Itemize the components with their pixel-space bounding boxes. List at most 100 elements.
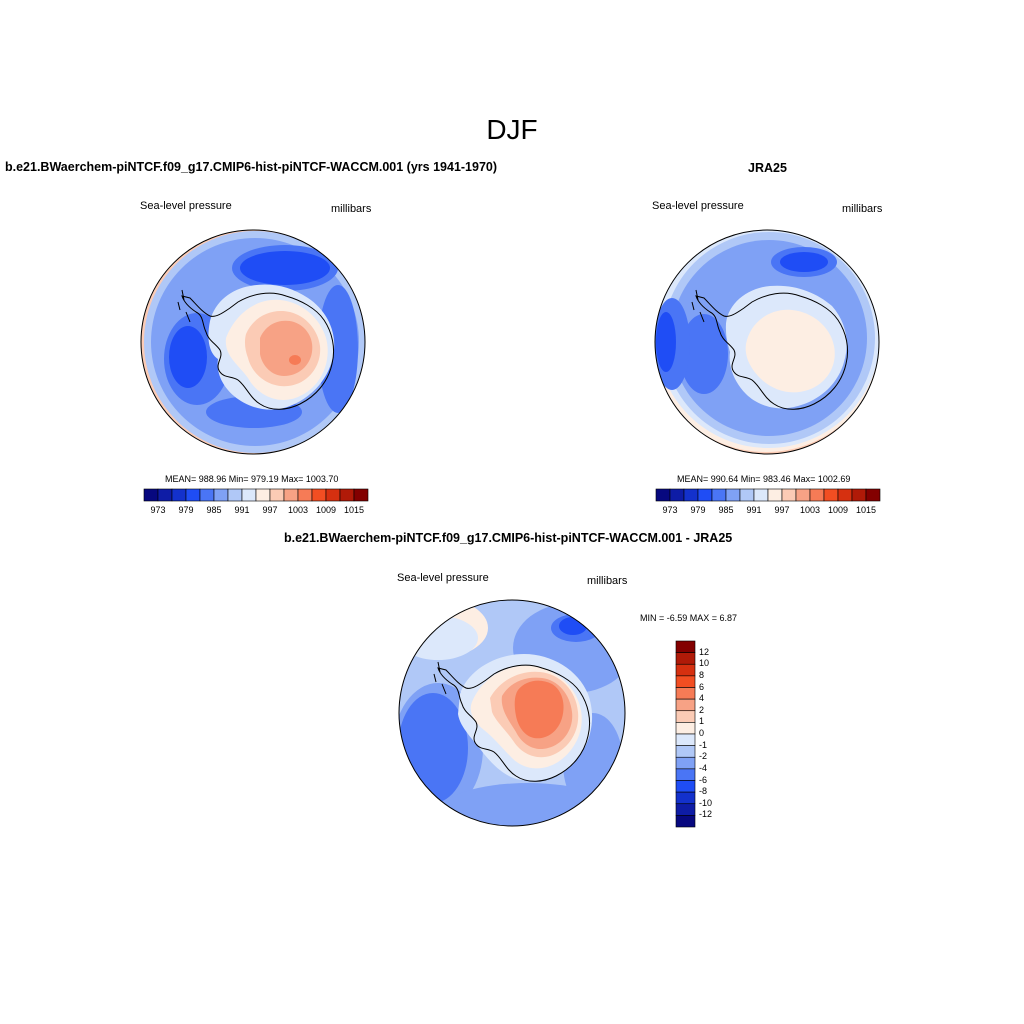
- obs-colorbar-box-8: [767, 488, 783, 502]
- obs-colorbar-tick-label: 991: [746, 505, 762, 515]
- obs-colorbar-tick-label: 997: [774, 505, 790, 515]
- obs-colorbar-box-0: [655, 488, 671, 502]
- diff-colorbar-box-2: [675, 663, 696, 677]
- diff-variable-label: Sea-level pressure: [397, 572, 489, 584]
- obs-colorbar-box-11: [809, 488, 825, 502]
- obs-colorbar-box-15: [865, 488, 881, 502]
- model-colorbar-box-11: [297, 488, 313, 502]
- model-colorbar-box-3: [185, 488, 201, 502]
- diff-colorbar-box-3: [675, 675, 696, 688]
- model-colorbar-box-1: [157, 488, 173, 502]
- obs-colorbar-box-10: [795, 488, 811, 502]
- diff-colorbar-box-10: [675, 756, 696, 770]
- model-colorbar-box-6: [227, 488, 243, 502]
- obs-colorbar-box-13: [837, 488, 853, 502]
- diff-colorbar-box-7: [675, 722, 696, 735]
- diff-colorbar-tick-label: 12: [699, 646, 710, 657]
- diff-colorbar-tick-label: 1: [699, 716, 705, 727]
- model-colorbar-box-13: [325, 488, 341, 502]
- obs-colorbar-box-12: [823, 488, 839, 502]
- diff-colorbar: [675, 640, 696, 828]
- obs-panel-title: JRA25: [748, 161, 787, 175]
- model-colorbar-tick-label: 1003: [288, 505, 309, 515]
- diff-colorbar-box-12: [675, 780, 696, 793]
- model-colorbar-tick-label: 1009: [316, 505, 337, 515]
- diff-colorbar-tick-label: -8: [699, 786, 708, 797]
- obs-colorbar-box-14: [851, 488, 867, 502]
- obs-colorbar: [655, 488, 881, 502]
- model-colorbar-box-9: [269, 488, 285, 502]
- model-colorbar-tick-label: 979: [178, 505, 194, 515]
- diff-colorbar-box-11: [675, 768, 696, 781]
- diff-units-label: millibars: [587, 575, 628, 587]
- obs-colorbar-box-9: [781, 488, 797, 502]
- diff-colorbar-tick-label: -12: [699, 809, 713, 820]
- diff-colorbar-tick-label: 4: [699, 693, 705, 704]
- model-colorbar: [143, 488, 369, 502]
- diff-colorbar-box-8: [675, 733, 696, 746]
- model-polar-map: [140, 229, 366, 455]
- obs-colorbar-box-4: [711, 488, 727, 502]
- diff-colorbar-box-14: [675, 803, 696, 816]
- diff-colorbar-tick-label: 8: [699, 669, 705, 680]
- model-colorbar-box-5: [213, 488, 229, 502]
- diff-colorbar-box-4: [675, 687, 696, 700]
- diff-colorbar-ticks: 12 10 8 6 4 2 1 0 -1 -2 -4 -6 -8 -10 -12: [699, 641, 739, 827]
- obs-colorbar-box-7: [753, 488, 769, 502]
- obs-colorbar-box-6: [739, 488, 755, 502]
- obs-polar-map: [654, 229, 880, 455]
- diff-colorbar-tick-label: 10: [699, 658, 710, 669]
- model-colorbar-box-14: [339, 488, 355, 502]
- diff-colorbar-box-1: [675, 652, 696, 665]
- diff-colorbar-tick-label: -6: [699, 774, 708, 785]
- obs-colorbar-tick-label: 1015: [856, 505, 877, 515]
- obs-colorbar-tick-label: 985: [718, 505, 734, 515]
- diff-colorbar-box-6: [675, 710, 696, 723]
- obs-colorbar-ticks: 973 979 985 991 997 1003 1009 1015: [656, 505, 880, 517]
- obs-colorbar-tick-label: 973: [662, 505, 678, 515]
- model-colorbar-tick-label: 1015: [344, 505, 365, 515]
- obs-units-label: millibars: [842, 203, 883, 215]
- model-colorbar-box-12: [311, 488, 327, 502]
- model-colorbar-box-0: [143, 488, 159, 502]
- obs-colorbar-box-5: [725, 488, 741, 502]
- model-panel-title: b.e21.BWaerchem-piNTCF.f09_g17.CMIP6-his…: [5, 160, 498, 174]
- figure-title: DJF: [486, 114, 538, 145]
- model-variable-label: Sea-level pressure: [140, 200, 232, 212]
- obs-colorbar-tick-label: 1009: [828, 505, 849, 515]
- model-colorbar-box-7: [241, 488, 257, 502]
- obs-colorbar-box-3: [697, 488, 713, 502]
- diff-panel-title: b.e21.BWaerchem-piNTCF.f09_g17.CMIP6-his…: [284, 531, 733, 545]
- model-units-label: millibars: [331, 203, 372, 215]
- diff-stats: MIN = -6.59 MAX = 6.87: [640, 613, 738, 623]
- diff-colorbar-tick-label: 0: [699, 728, 705, 738]
- model-colorbar-box-15: [353, 488, 369, 502]
- obs-colorbar-tick-label: 979: [690, 505, 706, 515]
- obs-stats: MEAN= 990.64 Min= 983.46 Max= 1002.69: [677, 474, 851, 484]
- model-colorbar-ticks: 973 979 985 991 997 1003 1009 1015: [144, 505, 368, 517]
- obs-variable-label: Sea-level pressure: [652, 200, 744, 212]
- obs-colorbar-box-2: [683, 488, 699, 502]
- diff-colorbar-tick-label: 6: [699, 681, 705, 692]
- model-stats: MEAN= 988.96 Min= 979.19 Max= 1003.70: [165, 474, 339, 484]
- diff-colorbar-box-15: [675, 815, 696, 828]
- diff-colorbar-tick-label: 2: [699, 704, 705, 715]
- diff-colorbar-tick-label: -4: [699, 762, 708, 773]
- model-colorbar-tick-label: 997: [262, 505, 278, 515]
- model-colorbar-box-2: [171, 488, 187, 502]
- model-colorbar-tick-label: 973: [150, 505, 166, 515]
- model-colorbar-box-10: [283, 488, 299, 502]
- obs-colorbar-tick-label: 1003: [800, 505, 821, 515]
- diff-colorbar-box-5: [675, 698, 696, 712]
- model-colorbar-box-4: [199, 488, 215, 502]
- model-colorbar-box-8: [255, 488, 271, 502]
- model-colorbar-tick-label: 991: [234, 505, 250, 515]
- model-colorbar-tick-label: 985: [206, 505, 222, 515]
- diff-colorbar-tick-label: -2: [699, 751, 708, 762]
- obs-colorbar-box-1: [669, 488, 685, 502]
- diff-polar-map: [398, 599, 626, 827]
- diff-colorbar-tick-label: -1: [699, 739, 708, 750]
- diff-colorbar-box-13: [675, 791, 696, 805]
- diff-colorbar-box-9: [675, 745, 696, 758]
- diff-colorbar-tick-label: -10: [699, 797, 713, 808]
